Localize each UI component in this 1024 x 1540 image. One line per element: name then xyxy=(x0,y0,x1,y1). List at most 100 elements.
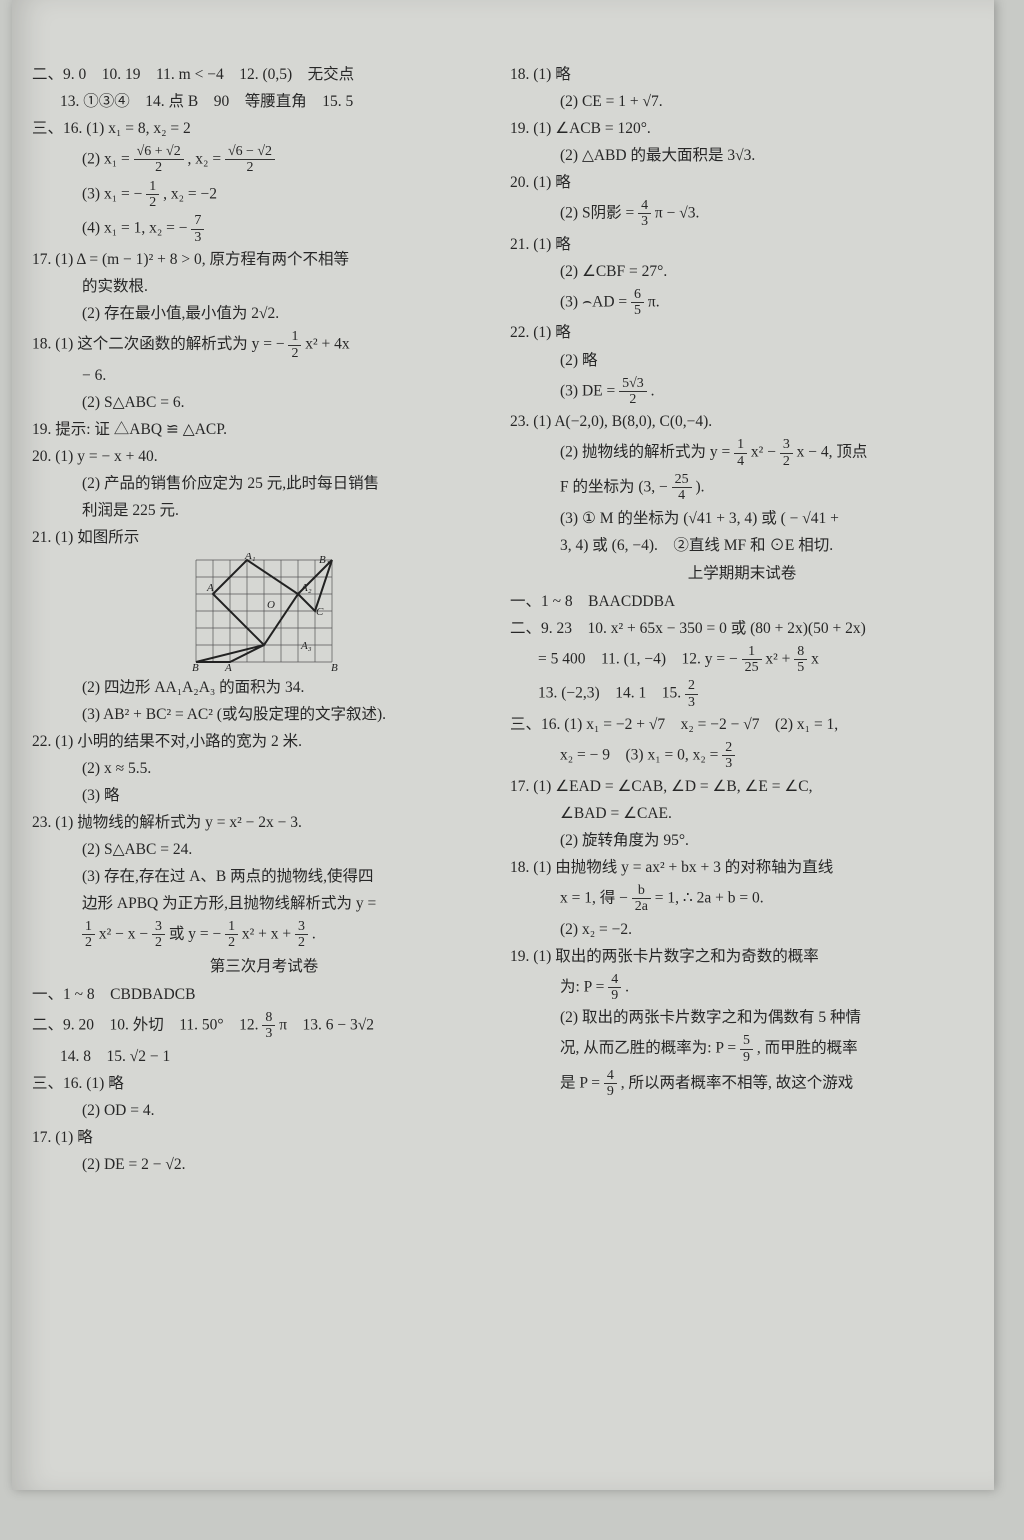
text-line: 20. (1) y = − x + 40. xyxy=(32,445,496,469)
label: 18. (1) 这个二次函数的解析式为 y = − xyxy=(32,336,285,353)
right-column: 18. (1) 略 (2) CE = 1 + √7. 19. (1) ∠ACB … xyxy=(510,60,974,1480)
text-line: (2) 旋转角度为 95°. xyxy=(510,829,974,853)
text-line: 12 x² − x − 32 或 y = − 12 x² + x + 32 . xyxy=(32,919,496,951)
fraction: 12 xyxy=(82,919,95,951)
text-line: F 的坐标为 (3, − 254 ). xyxy=(510,472,974,504)
text-line: x = 1, 得 − b2a = 1, ∴ 2a + b = 0. xyxy=(510,883,974,915)
text-line: x₂ = − 9 (3) x₁ = 0, x₂ = 23 xyxy=(510,740,974,772)
text-line: 二、9. 20 10. 外切 11. 50° 12. 83 π 13. 6 − … xyxy=(32,1010,496,1042)
text-line: = 5 400 11. (1, −4) 12. y = − 125 x² + 8… xyxy=(510,644,974,676)
text-line: (2) 存在最小值,最小值为 2√2. xyxy=(32,302,496,326)
text-line: 19. 提示: 证 △ABQ ≌ △ACP. xyxy=(32,418,496,442)
text-line: 13. ①③④ 14. 点 B 90 等腰直角 15. 5 xyxy=(32,90,496,114)
left-column: 二、9. 0 10. 19 11. m < −4 12. (0,5) 无交点 1… xyxy=(32,60,496,1480)
section-title: 上学期期末试卷 xyxy=(510,562,974,586)
text-line: (2) CE = 1 + √7. xyxy=(510,90,974,114)
text-line: (3) 存在,存在过 A、B 两点的抛物线,使得四 xyxy=(32,865,496,889)
fraction: √6 + √22 xyxy=(134,144,184,176)
text-line: (2) x ≈ 5.5. xyxy=(32,757,496,781)
text-line: 为: P = 49 . xyxy=(510,972,974,1004)
svg-text:A₁: A₁ xyxy=(244,553,256,562)
fraction: 32 xyxy=(295,919,308,951)
worksheet-page: 二、9. 0 10. 19 11. m < −4 12. (0,5) 无交点 1… xyxy=(12,0,994,1490)
label: , x₂ = xyxy=(188,150,225,167)
text-line: (2) △ABD 的最大面积是 3√3. xyxy=(510,144,974,168)
text-line: (3) AB² + BC² = AC² (或勾股定理的文字叙述). xyxy=(32,703,496,727)
label: (3) DE = xyxy=(560,382,619,399)
text-line: 19. (1) ∠ACB = 120°. xyxy=(510,117,974,141)
text-line: (3) DE = 5√32 . xyxy=(510,376,974,408)
svg-text:O: O xyxy=(267,599,275,611)
text-line: 的实数根. xyxy=(32,275,496,299)
label: (3) x₁ = − xyxy=(82,185,142,202)
fraction: b2a xyxy=(632,883,651,915)
text-line: ∠BAD = ∠CAE. xyxy=(510,802,974,826)
label: 或 y = − xyxy=(169,926,225,943)
fraction: 83 xyxy=(262,1010,275,1042)
text-line: (2) 略 xyxy=(510,349,974,373)
text-line: 22. (1) 小明的结果不对,小路的宽为 2 米. xyxy=(32,730,496,754)
text-line: 21. (1) 略 xyxy=(510,233,974,257)
label: (2) 抛物线的解析式为 y = xyxy=(560,444,734,461)
text-line: 20. (1) 略 xyxy=(510,171,974,195)
svg-text:A₂: A₂ xyxy=(300,582,312,594)
text-line: (2) x₂ = −2. xyxy=(510,918,974,942)
fraction: 12 xyxy=(288,329,301,361)
text-line: 22. (1) 略 xyxy=(510,321,974,345)
text-line: 二、9. 23 10. x² + 65x − 350 = 0 或 (80 + 2… xyxy=(510,617,974,641)
text-line: (3) 略 xyxy=(32,784,496,808)
label: π. xyxy=(648,293,660,310)
text-line: (2) 抛物线的解析式为 y = 14 x² − 32 x − 4, 顶点 xyxy=(510,437,974,469)
fraction: 59 xyxy=(740,1033,753,1065)
text-line: (2) 四边形 AA₁A₂A₃ 的面积为 34. xyxy=(32,676,496,700)
text-line: (3) x₁ = − 12 , x₂ = −2 xyxy=(32,179,496,211)
text-line: 13. (−2,3) 14. 1 15. 23 xyxy=(510,678,974,710)
svg-text:C: C xyxy=(316,606,324,618)
label: x² − xyxy=(751,444,780,461)
label: 是 P = xyxy=(560,1074,604,1091)
text-line: − 6. xyxy=(32,364,496,388)
label: x xyxy=(811,650,819,667)
text-line: (4) x₁ = 1, x₂ = − 73 xyxy=(32,213,496,245)
fraction: 85 xyxy=(794,644,807,676)
svg-text:A₃: A₃ xyxy=(300,640,312,652)
text-line: (2) 取出的两张卡片数字之和为偶数有 5 种情 xyxy=(510,1006,974,1030)
text-line: (2) 产品的销售价应定为 25 元,此时每日销售 xyxy=(32,472,496,496)
text-line: 一、1 ~ 8 BAACDDBA xyxy=(510,590,974,614)
svg-text:B₁: B₁ xyxy=(319,554,330,566)
fraction: 73 xyxy=(191,213,204,245)
text-line: 18. (1) 这个二次函数的解析式为 y = − 12 x² + 4x xyxy=(32,329,496,361)
label: 况, 从而乙胜的概率为: P = xyxy=(560,1040,740,1057)
text-line: 17. (1) Δ = (m − 1)² + 8 > 0, 原方程有两个不相等 xyxy=(32,248,496,272)
text-line: 23. (1) 抛物线的解析式为 y = x² − 2x − 3. xyxy=(32,811,496,835)
svg-text:A: A xyxy=(224,662,232,673)
label: 13. (−2,3) 14. 1 15. xyxy=(538,685,685,702)
label: 二、9. 20 10. 外切 11. 50° 12. xyxy=(32,1016,262,1033)
label: = 1, ∴ 2a + b = 0. xyxy=(655,889,764,906)
fraction: 32 xyxy=(152,919,165,951)
label: . xyxy=(312,926,316,943)
text-line: 二、9. 0 10. 19 11. m < −4 12. (0,5) 无交点 xyxy=(32,63,496,87)
label: π 13. 6 − 3√2 xyxy=(279,1016,374,1033)
fraction: √6 − √22 xyxy=(225,144,275,176)
label: (2) x₁ = xyxy=(82,150,134,167)
label: . xyxy=(625,978,629,995)
text-line: (2) S△ABC = 24. xyxy=(32,838,496,862)
text-line: 是 P = 49 , 所以两者概率不相等, 故这个游戏 xyxy=(510,1068,974,1100)
label: x² + 4x xyxy=(305,336,349,353)
fraction: 32 xyxy=(780,437,793,469)
label: (2) S阴影 = xyxy=(560,204,638,221)
label: 为: P = xyxy=(560,978,608,995)
text-line: 17. (1) 略 xyxy=(32,1126,496,1150)
fraction: 23 xyxy=(685,678,698,710)
fraction: 14 xyxy=(734,437,747,469)
text-line: (2) OD = 4. xyxy=(32,1099,496,1123)
text-line: 17. (1) ∠EAD = ∠CAB, ∠D = ∠B, ∠E = ∠C, xyxy=(510,775,974,799)
svg-text:A: A xyxy=(206,582,214,594)
text-line: 三、16. (1) 略 xyxy=(32,1072,496,1096)
text-line: 19. (1) 取出的两张卡片数字之和为奇数的概率 xyxy=(510,945,974,969)
text-line: 利润是 225 元. xyxy=(32,499,496,523)
text-line: (3) ⌢AD = 65 π. xyxy=(510,287,974,319)
label: x₂ = − 9 (3) x₁ = 0, x₂ = xyxy=(560,746,722,763)
label: x² + xyxy=(765,650,794,667)
